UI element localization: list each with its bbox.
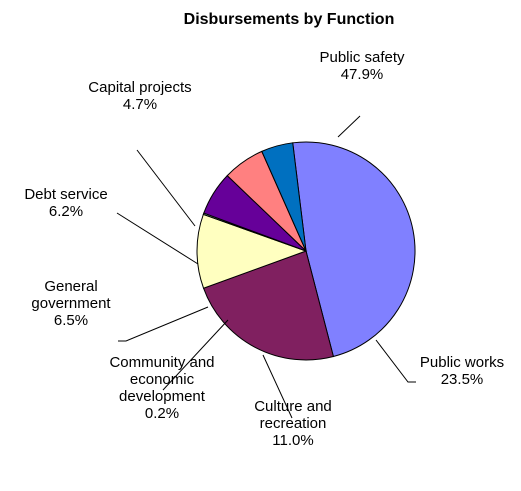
pie-slice	[196, 213, 308, 289]
slice-label: Public works 23.5%	[420, 354, 504, 388]
leader-line	[375, 339, 416, 383]
slice-label: General government 6.5%	[31, 278, 111, 329]
pie-slice	[261, 142, 307, 252]
slice-percent-label: 4.7%	[123, 96, 157, 113]
slice-name-label: Capital projects	[88, 79, 191, 96]
slice-name-label: Community and	[109, 354, 214, 371]
slice-labels: Public safety 47.9% Public works 23.5% Cultu…	[24, 49, 504, 449]
slice-percent-label: 23.5%	[441, 371, 484, 388]
slice-label: Capital projects 4.7%	[88, 79, 191, 113]
slice-percent-label: 6.5%	[54, 312, 88, 329]
slice-name-label: Debt service	[24, 186, 107, 203]
slice-percent-label: 11.0%	[272, 432, 313, 449]
slice-label: Community and economic development 0.2%	[109, 354, 214, 422]
chart-title: Disbursements by Function	[184, 11, 395, 28]
pie-slice	[292, 141, 416, 358]
slice-percent-label: 0.2%	[145, 405, 179, 422]
slice-name-label: Culture and	[254, 398, 332, 415]
slice-label: Culture and recreation 11.0%	[254, 398, 332, 449]
slice-name-label: government	[31, 295, 111, 312]
leader-line	[262, 354, 293, 419]
slice-name-label: economic	[130, 371, 195, 388]
slice-name-label: recreation	[260, 415, 327, 432]
pie-slices	[196, 141, 416, 361]
slice-name-label: Public safety	[319, 49, 405, 66]
slice-percent-label: 47.9%	[341, 66, 384, 83]
leader-line	[136, 149, 196, 227]
slice-name-label: development	[119, 388, 206, 405]
leader-line	[162, 319, 229, 391]
leader-line	[116, 212, 199, 265]
leader-line	[118, 306, 209, 342]
slice-label: Public safety 47.9%	[319, 49, 405, 83]
leader-lines	[116, 115, 416, 419]
slice-label: Debt service 6.2%	[24, 186, 107, 220]
slice-name-label: General	[44, 278, 97, 295]
slice-name-label: Public works	[420, 354, 504, 371]
leader-line	[337, 115, 361, 138]
slice-percent-label: 6.2%	[49, 203, 83, 220]
pie-slice	[202, 250, 335, 361]
